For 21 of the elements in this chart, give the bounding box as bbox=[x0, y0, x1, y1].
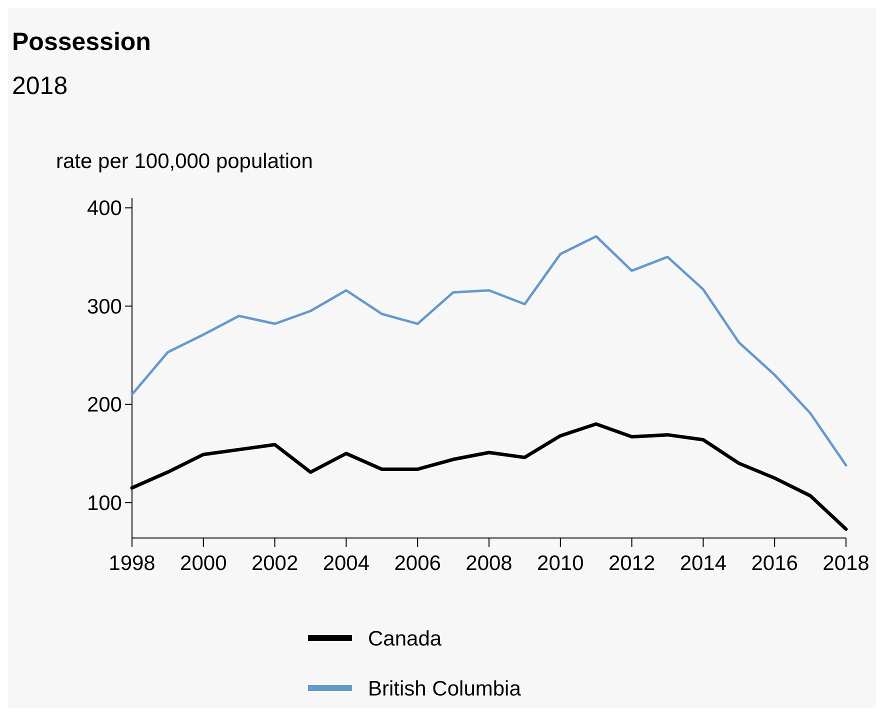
x-tick-label: 2012 bbox=[608, 552, 656, 575]
line-series bbox=[130, 235, 848, 467]
y-tick-label: 300 bbox=[86, 295, 122, 318]
x-tick-label: 2016 bbox=[751, 552, 798, 575]
x-tick-label: 2004 bbox=[322, 552, 370, 575]
legend-label: British Columbia bbox=[368, 677, 522, 700]
x-tick-label: 2000 bbox=[180, 552, 227, 575]
legend-label: Canada bbox=[368, 627, 442, 650]
y-tick-label: 200 bbox=[86, 394, 122, 417]
x-tick-label: 2014 bbox=[680, 552, 727, 575]
chart-title: Possession bbox=[12, 28, 151, 56]
x-tick-label: 2018 bbox=[822, 552, 870, 575]
y-tick-label: 100 bbox=[86, 492, 122, 515]
x-tick-label: 2002 bbox=[251, 552, 298, 575]
x-tick-label: 2008 bbox=[466, 552, 512, 575]
x-tick-label: 2010 bbox=[537, 552, 584, 575]
y-tick-label: 400 bbox=[86, 197, 122, 220]
x-tick-label: 1998 bbox=[108, 552, 156, 575]
y-axis-title: rate per 100,000 population bbox=[56, 150, 313, 173]
x-tick-label: 2006 bbox=[394, 552, 441, 575]
chart-subtitle: 2018 bbox=[12, 72, 68, 100]
